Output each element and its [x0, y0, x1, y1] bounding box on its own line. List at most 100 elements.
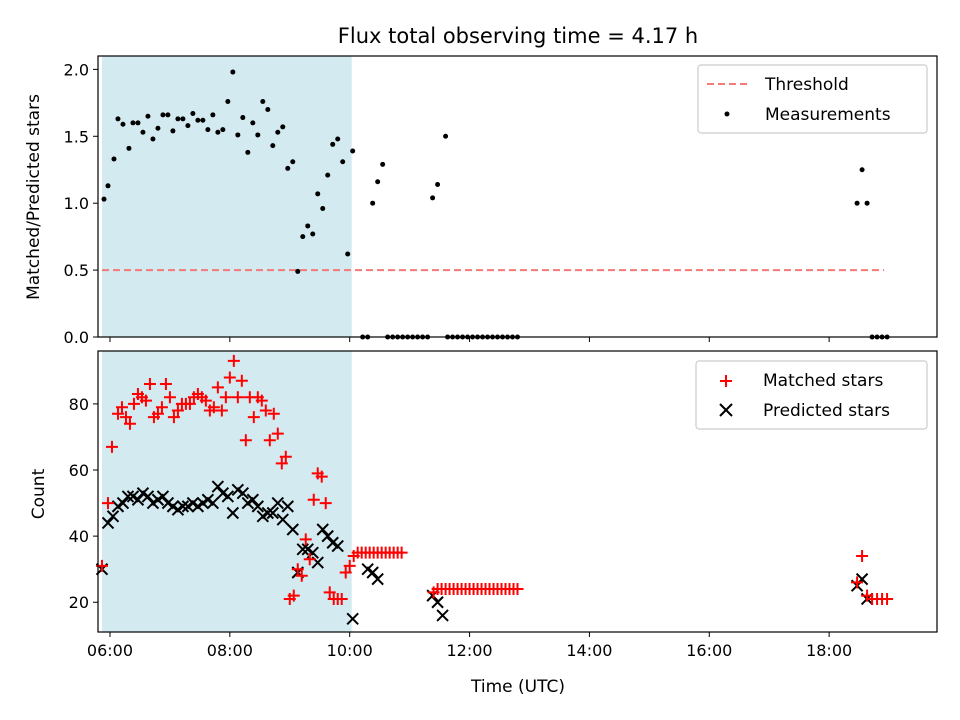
matched-star-point	[259, 404, 272, 417]
ratio-y-tick-label: 1.0	[64, 194, 89, 213]
measurement-point	[854, 200, 860, 206]
ratio-shaded-region	[101, 56, 352, 337]
predicted-star-point	[271, 496, 284, 510]
measurement-point	[430, 195, 436, 201]
matched-star-point	[299, 533, 312, 546]
matched-star-point	[159, 378, 172, 391]
measurement-point	[230, 69, 236, 75]
count-panel: 20 40 60 80 06:00 08:00 10:00 12:00 14:00 16:00 1…	[29, 350, 938, 697]
matched-star-point	[207, 401, 220, 414]
matched-star-point	[295, 569, 308, 582]
predicted-star-point	[226, 506, 240, 520]
predicted-star-point	[261, 506, 275, 520]
measurement-point	[280, 124, 286, 130]
matched-star-point	[263, 434, 276, 447]
matched-star-point	[271, 427, 284, 440]
measurement-point	[295, 268, 301, 274]
count-y-axis-label: Count	[29, 468, 49, 519]
predicted-star-point	[436, 609, 449, 622]
measurement-point	[210, 112, 216, 118]
matched-star-point	[231, 391, 244, 404]
matched-star-point	[303, 553, 316, 566]
matched-star-point	[339, 566, 352, 579]
legend-predicted-label: Predicted stars	[763, 401, 890, 421]
matched-star-point	[227, 354, 240, 367]
predicted-star-point	[131, 493, 145, 506]
predicted-star-point	[156, 490, 170, 503]
predicted-star-point	[246, 493, 260, 506]
predicted-star-point	[431, 596, 444, 609]
measurement-point	[130, 120, 136, 126]
measurement-point	[375, 179, 381, 185]
predicted-star-point	[276, 513, 289, 526]
measurement-point	[310, 231, 316, 237]
measurement-point	[180, 116, 186, 122]
count-x-tick-label: 12:00	[447, 641, 493, 660]
predicted-star-point	[121, 490, 135, 503]
matched-star-point	[315, 470, 328, 483]
matched-star-point	[163, 391, 176, 404]
matched-star-point	[291, 563, 304, 576]
matched-star-point	[119, 411, 132, 424]
matched-star-point	[323, 586, 336, 599]
predicted-star-point	[141, 490, 155, 503]
predicted-star-point	[331, 539, 344, 553]
legend-measurements-label: Measurements	[765, 105, 891, 125]
measurement-point	[255, 132, 261, 138]
measurement-point	[115, 116, 121, 122]
measurement-point	[270, 143, 276, 149]
matched-star-point	[167, 411, 180, 424]
matched-star-point	[223, 371, 236, 384]
measurement-point	[290, 159, 296, 165]
measurement-point	[305, 223, 311, 229]
measurement-point	[859, 167, 865, 173]
measurement-point	[200, 117, 206, 123]
measurement-point	[101, 196, 107, 202]
measurement-point	[140, 129, 146, 135]
matched-star-point	[139, 394, 152, 407]
legend-measurements-swatch	[724, 111, 730, 117]
measurement-point	[864, 200, 870, 206]
predicted-star-point	[236, 486, 250, 500]
ratio-y-tick-label: 2.0	[64, 60, 89, 79]
measurement-point	[340, 159, 346, 165]
measurement-point	[345, 251, 351, 257]
predicted-star-point	[206, 496, 220, 510]
matched-star-point	[199, 394, 212, 407]
measurement-point	[220, 127, 226, 133]
count-plot-frame	[97, 350, 938, 633]
measurement-point	[150, 136, 156, 142]
predicted-star-point	[101, 516, 115, 530]
count-x-tick-label: 14:00	[566, 641, 612, 660]
predicted-star-point	[371, 572, 384, 586]
count-x-tick-label: 06:00	[87, 641, 133, 660]
measurement-point	[175, 116, 181, 122]
predicted-star-point	[346, 612, 359, 625]
measurement-point	[111, 156, 117, 162]
measurement-point	[185, 123, 191, 129]
predicted-star-point	[316, 523, 329, 536]
measurement-point	[245, 149, 251, 155]
legend-threshold-label: Threshold	[764, 75, 849, 95]
measurement-point	[155, 125, 161, 131]
matched-star-point	[335, 592, 348, 605]
legend-predicted-swatch	[719, 403, 733, 417]
matched-star-point	[511, 583, 524, 596]
measurement-point	[320, 206, 326, 212]
measurement-point	[195, 117, 201, 123]
matched-star-point	[155, 401, 168, 414]
count-y-tick-label: 80	[69, 395, 89, 414]
measurement-point	[285, 165, 291, 171]
legend-matched-swatch	[720, 375, 732, 387]
measurement-point	[250, 120, 256, 126]
matched-star-point	[881, 592, 894, 605]
matched-star-point	[856, 549, 869, 562]
legend-matched-label: Matched stars	[763, 371, 883, 391]
matched-star-point	[287, 589, 300, 602]
measurement-point	[165, 112, 171, 118]
measurement-point	[160, 112, 166, 118]
matched-star-point	[127, 397, 140, 410]
ratio-plot-frame	[97, 55, 938, 338]
ratio-y-tick-label: 1.5	[64, 127, 89, 146]
